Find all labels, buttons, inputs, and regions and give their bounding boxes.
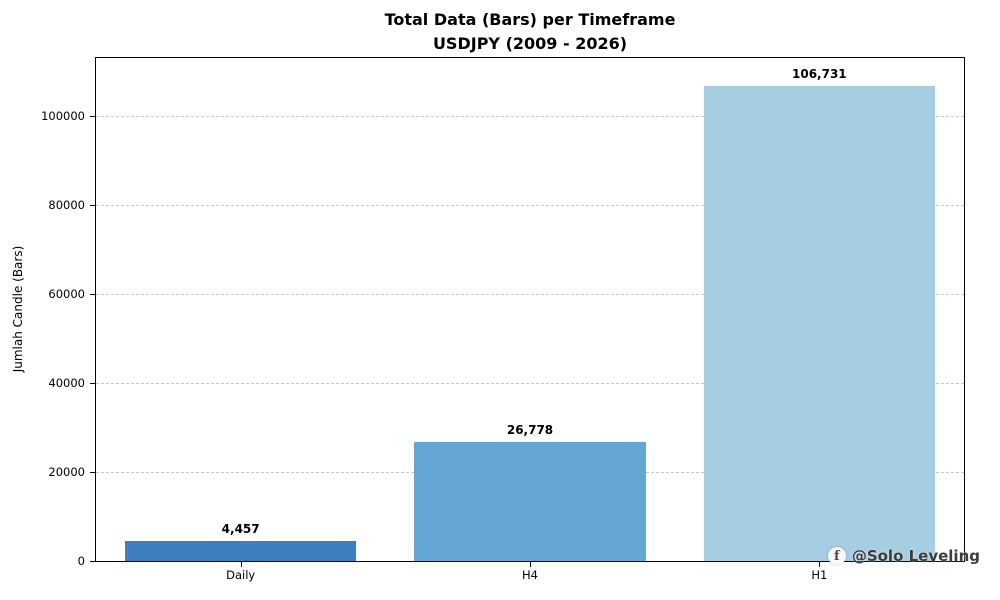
bar-h1 bbox=[703, 85, 936, 561]
y-tick-mark bbox=[90, 204, 95, 206]
x-tick-mark bbox=[819, 562, 821, 567]
y-tick-label: 0 bbox=[77, 554, 85, 568]
bar-value-label: 4,457 bbox=[221, 522, 260, 537]
y-tick-label: 20000 bbox=[48, 464, 85, 479]
bar-value-label: 26,778 bbox=[506, 422, 554, 437]
chart-title-line1: Total Data (Bars) per Timeframe bbox=[384, 10, 676, 29]
watermark-text: @Solo Leveling bbox=[851, 547, 980, 565]
x-tick-mark bbox=[530, 562, 531, 567]
plot-area bbox=[95, 57, 965, 562]
gridline bbox=[96, 293, 964, 295]
y-tick-label: 60000 bbox=[48, 286, 85, 301]
facebook-icon: f bbox=[827, 547, 846, 565]
y-tick-label: 40000 bbox=[48, 375, 85, 390]
y-tick-mark bbox=[90, 561, 95, 562]
y-tick-mark bbox=[90, 293, 95, 295]
y-tick-mark bbox=[90, 382, 95, 384]
gridline bbox=[96, 115, 964, 117]
bar-value-label: 106,731 bbox=[792, 66, 847, 81]
x-tick-label: Daily bbox=[226, 568, 256, 582]
x-tick-label: H4 bbox=[522, 568, 538, 582]
y-tick-mark bbox=[90, 471, 95, 473]
y-tick-label: 100000 bbox=[41, 108, 85, 123]
gridline bbox=[96, 204, 964, 206]
y-tick-label: 80000 bbox=[48, 197, 85, 212]
y-tick-mark bbox=[90, 115, 95, 117]
gridline bbox=[96, 382, 964, 384]
x-tick-label: H1 bbox=[811, 568, 828, 582]
x-tick-mark bbox=[240, 562, 242, 567]
bar-daily bbox=[124, 541, 357, 561]
chart-title: Total Data (Bars) per Timeframe USDJPY (… bbox=[95, 8, 965, 56]
chart-title-line2: USDJPY (2009 - 2026) bbox=[432, 34, 628, 53]
bar-h4 bbox=[414, 441, 646, 561]
watermark: f @Solo Leveling bbox=[827, 547, 980, 565]
